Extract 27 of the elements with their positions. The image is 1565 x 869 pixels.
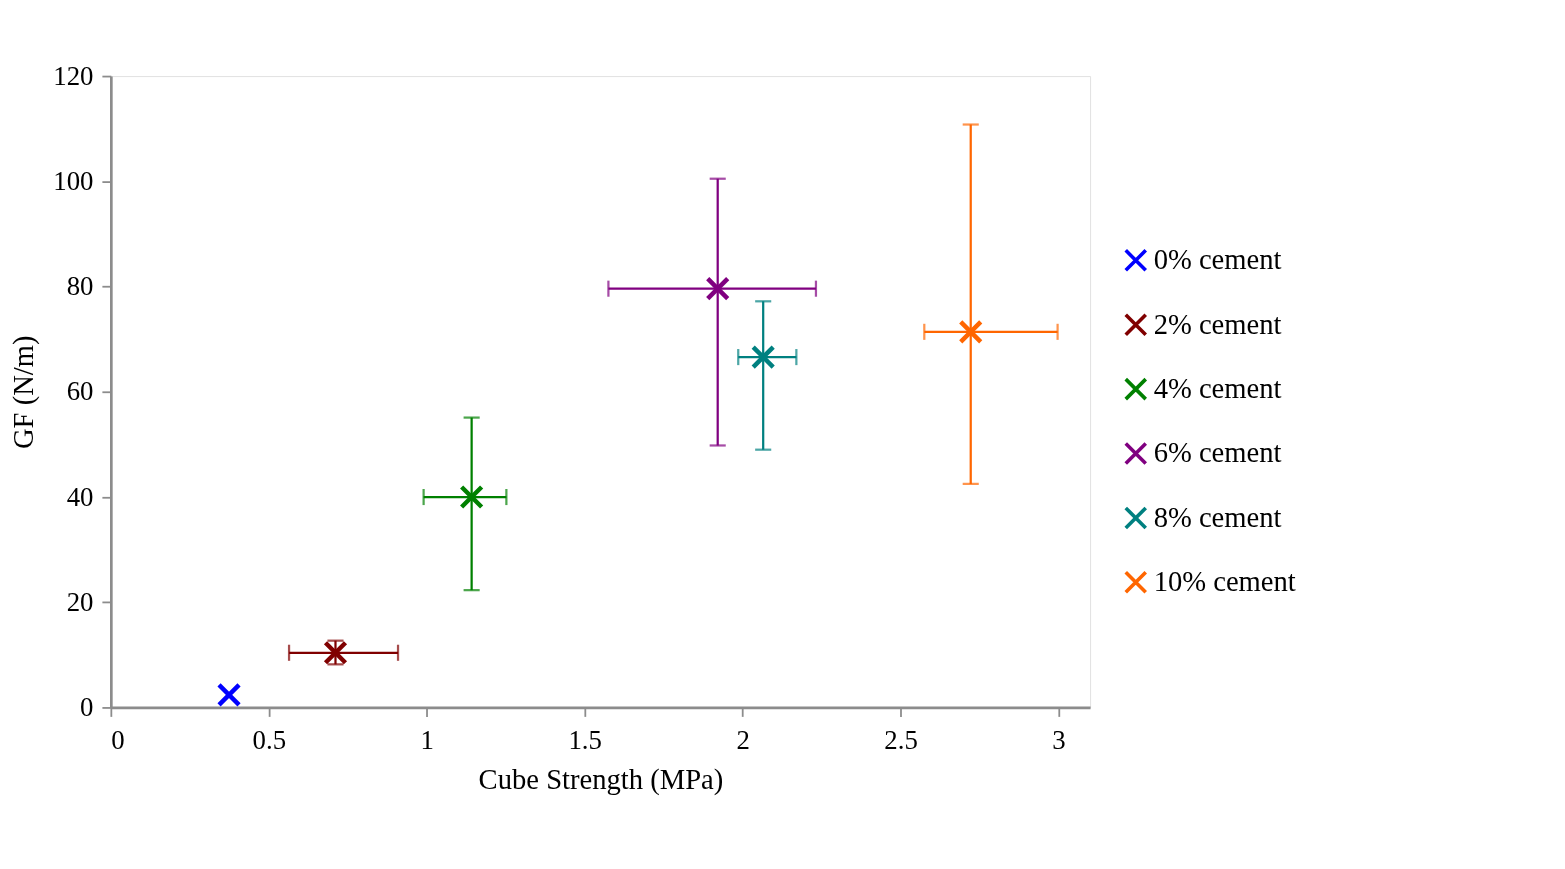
y-tick-label: 20 — [66, 586, 94, 617]
x-tick-label: 1.5 — [568, 725, 602, 756]
legend-label: 4% cement — [1153, 373, 1282, 405]
legend-label: 10% cement — [1153, 566, 1296, 598]
x-axis-title: Cube Strength (MPa) — [478, 764, 724, 797]
legend-label: 6% cement — [1153, 437, 1282, 469]
x-tick-label: 3 — [1052, 725, 1066, 756]
x-tick-label: 0.5 — [252, 725, 287, 756]
y-tick-label: 120 — [53, 60, 94, 91]
point — [958, 319, 983, 345]
y-tick-label: 80 — [66, 271, 94, 302]
point — [750, 344, 776, 370]
point — [216, 682, 242, 708]
y-tick-label: 40 — [66, 481, 94, 512]
y-axis-title: GF (N/m) — [7, 335, 40, 450]
y-tick-label: 60 — [66, 376, 94, 407]
y-tick-label: 100 — [53, 165, 94, 196]
x-tick-label: 1 — [420, 725, 434, 756]
point — [705, 276, 730, 301]
point — [459, 484, 484, 510]
x-tick-label: 2 — [736, 725, 750, 756]
legend-label: 0% cement — [1153, 244, 1282, 276]
legend-label: 8% cement — [1153, 501, 1282, 533]
x-tick-label: 2.5 — [884, 725, 918, 756]
legend-label: 2% cement — [1153, 308, 1282, 340]
x-tick-label: 0 — [111, 725, 125, 756]
y-tick-label: 0 — [80, 691, 94, 722]
